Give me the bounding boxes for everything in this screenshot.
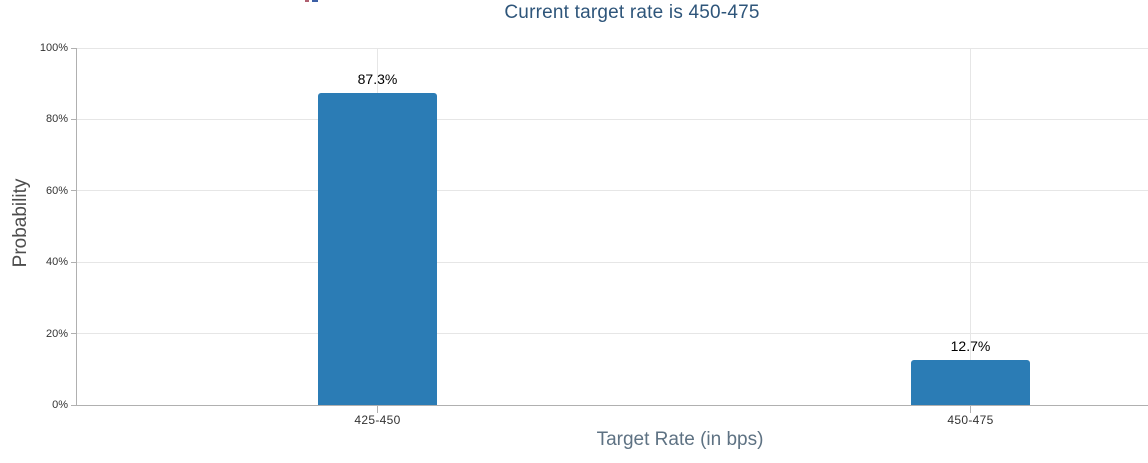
y-gridline (76, 47, 1148, 49)
y-tick-mark (71, 190, 76, 192)
y-tick-label: 100% (39, 42, 68, 54)
x-axis-line (76, 405, 1148, 406)
x-tick-label: 425-450 (354, 413, 401, 427)
y-gridline (76, 190, 1148, 192)
x-tick-label: 450-475 (947, 413, 994, 427)
cropped-artifact-mark (305, 0, 309, 2)
y-gridline (76, 118, 1148, 120)
x-tick-mark (970, 406, 971, 413)
y-tick-mark (71, 47, 76, 49)
y-tick-label: 0% (52, 399, 68, 411)
bar-value-label: 12.7% (950, 337, 991, 354)
y-gridline (76, 261, 1148, 263)
y-tick-mark (71, 118, 76, 120)
y-gridline (76, 333, 1148, 335)
y-tick-label: 20% (45, 327, 68, 340)
chart-title: Current target rate is 450-475 (504, 2, 760, 23)
y-tick-mark (71, 404, 76, 406)
y-axis-line (76, 48, 77, 405)
cropped-artifact-mark (312, 0, 318, 2)
y-tick-mark (71, 333, 76, 335)
bar-425-450[interactable] (318, 93, 437, 405)
y-tick-mark (71, 261, 76, 263)
y-tick-label: 80% (45, 113, 68, 126)
bar-value-label: 87.3% (357, 71, 398, 88)
bar-450-475[interactable] (911, 359, 1030, 405)
x-gridline (970, 48, 971, 405)
x-tick-mark (377, 406, 378, 413)
y-tick-label: 60% (45, 184, 68, 197)
y-tick-label: 40% (45, 256, 68, 269)
x-axis-title: Target Rate (in bps) (596, 429, 764, 450)
